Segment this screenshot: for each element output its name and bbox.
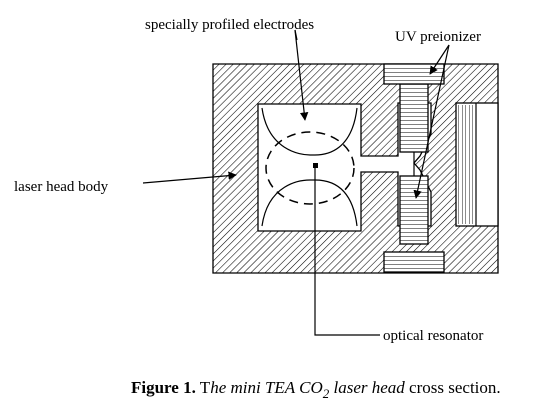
label-uv-preionizer: UV preionizer xyxy=(395,29,481,45)
preionizer-top-cap xyxy=(383,63,445,85)
label-laser-head-body: laser head body xyxy=(14,179,109,195)
bottom-electrode xyxy=(261,179,358,227)
preionizer-bottom-rod xyxy=(399,175,429,245)
label-electrodes: specially profiled electrodes xyxy=(145,17,314,33)
preionizer-bottom-cap xyxy=(383,251,445,273)
discharge-region xyxy=(265,131,355,205)
label-optical-resonator: optical resonator xyxy=(383,328,483,344)
laser-head-body xyxy=(212,63,499,274)
preionizer-top-rod xyxy=(399,83,429,153)
top-electrode xyxy=(261,107,358,156)
output-window-hatch xyxy=(458,105,476,224)
figure-caption: Figure 1. The mini TEA CO2 laser head cr… xyxy=(131,378,501,401)
optical-axis-point xyxy=(313,163,318,168)
